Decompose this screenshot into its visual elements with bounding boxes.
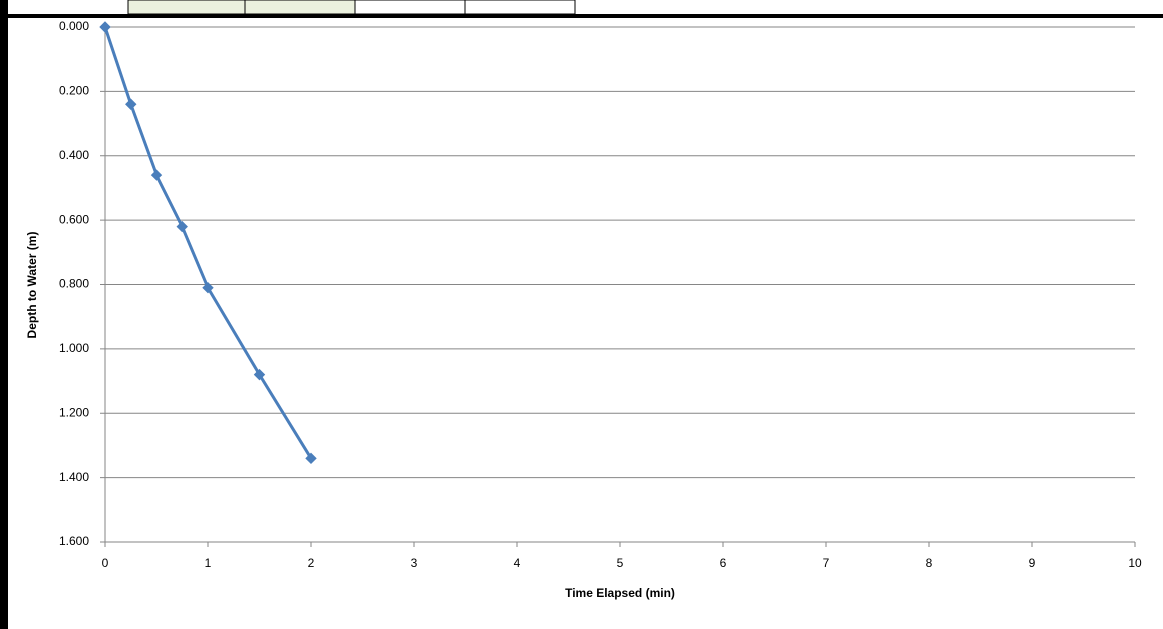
x-tick-label: 10: [1128, 556, 1142, 570]
y-axis-title: Depth to Water (m): [25, 232, 39, 339]
y-tick-label: 0.200: [59, 84, 89, 98]
sheet-cell: [244, 0, 356, 15]
data-marker: [202, 282, 214, 294]
y-tick-label: 0.000: [59, 19, 89, 33]
x-tick-label: 8: [926, 556, 933, 570]
y-tick-label: 0.600: [59, 212, 89, 226]
y-tick-label: 1.600: [59, 534, 89, 548]
x-tick-label: 5: [617, 556, 624, 570]
y-tick-label: 1.400: [59, 470, 89, 484]
y-tick-label: 0.400: [59, 148, 89, 162]
y-tick-label: 1.000: [59, 341, 89, 355]
x-tick-label: 7: [823, 556, 830, 570]
y-tick-label: 1.200: [59, 405, 89, 419]
data-marker: [305, 452, 317, 465]
y-tick-label: 0.800: [59, 277, 89, 291]
data-marker: [176, 220, 188, 233]
x-tick-label: 3: [411, 556, 418, 570]
data-marker: [150, 169, 163, 181]
x-tick-label: 4: [514, 556, 521, 570]
sheet-cell: [354, 0, 466, 15]
sheet-cell: [464, 0, 576, 15]
frame-top: [0, 14, 1163, 18]
x-tick-label: 0: [102, 556, 109, 570]
x-tick-label: 1: [205, 556, 212, 570]
sheet-cell: [127, 0, 246, 15]
data-marker: [125, 98, 137, 110]
frame-left: [0, 0, 8, 629]
x-axis-title: Time Elapsed (min): [565, 586, 675, 600]
x-tick-label: 2: [308, 556, 315, 570]
data-marker: [99, 21, 111, 33]
x-tick-label: 6: [720, 556, 727, 570]
x-tick-label: 9: [1029, 556, 1036, 570]
data-marker: [253, 368, 266, 381]
